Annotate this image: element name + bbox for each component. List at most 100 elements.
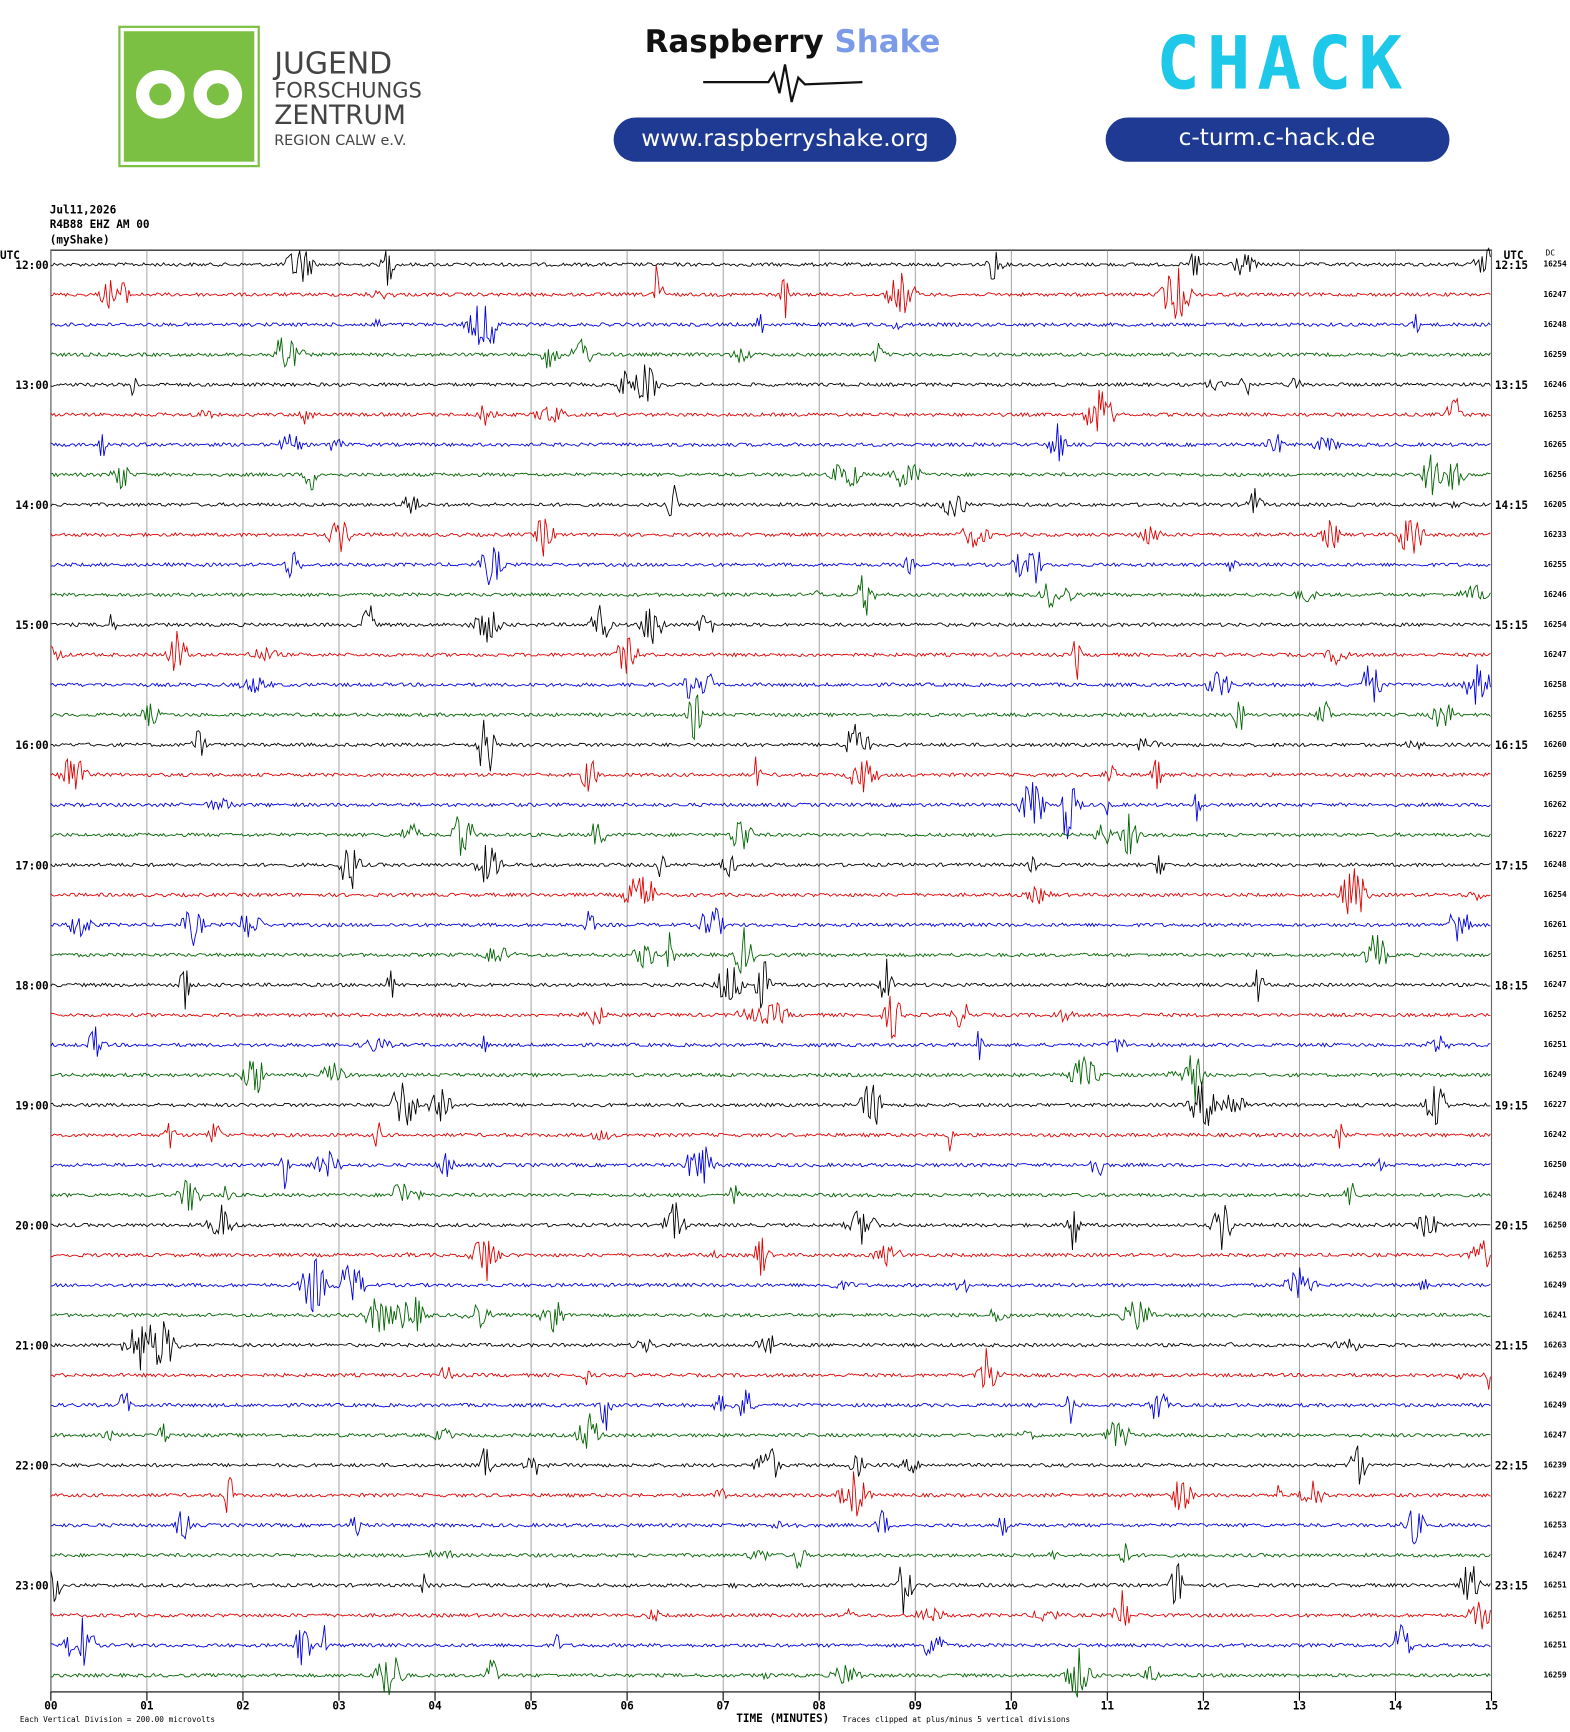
x-tick-label: 02 <box>236 1700 249 1713</box>
trace <box>50 1296 1491 1333</box>
trace <box>50 1562 1491 1615</box>
row-label-left: 15:00 <box>15 619 48 632</box>
trace <box>50 844 1491 889</box>
org-line: FORSCHUNGS <box>274 79 422 103</box>
dc-value: 16253 <box>1543 1250 1567 1259</box>
clip-note: Traces clipped at plus/minus 5 vertical … <box>842 1715 1070 1724</box>
trace <box>50 1445 1491 1485</box>
trace <box>50 1617 1491 1666</box>
row-label-right: 19:15 <box>1495 1099 1528 1112</box>
brand-wave <box>703 64 863 103</box>
dc-value: 16253 <box>1543 410 1567 419</box>
trace <box>50 1321 1491 1371</box>
x-tick-label: 13 <box>1293 1700 1306 1713</box>
trace <box>50 1389 1491 1431</box>
dc-value: 16258 <box>1543 680 1567 689</box>
dc-value: 16248 <box>1543 320 1567 329</box>
dc-value: 16251 <box>1543 1580 1567 1589</box>
trace <box>50 518 1491 557</box>
dc-value: 16251 <box>1543 1611 1567 1620</box>
utc-label: UTC <box>1504 249 1524 262</box>
dc-value: 16254 <box>1543 620 1567 629</box>
trace <box>50 389 1491 432</box>
trace <box>50 756 1491 793</box>
dc-label: DC <box>1546 249 1556 258</box>
trace <box>50 1237 1491 1281</box>
trace <box>50 423 1491 462</box>
x-axis-label: TIME (MINUTES) <box>736 1712 829 1725</box>
row-label-right: 23:15 <box>1495 1580 1528 1593</box>
dc-value: 16246 <box>1543 380 1567 389</box>
trace <box>50 813 1491 856</box>
org-line: JUGEND <box>272 46 392 81</box>
trace <box>50 995 1491 1039</box>
x-tick-label: 12 <box>1197 1700 1210 1713</box>
club-logo: CHACK <box>1156 22 1409 107</box>
brand-a: Raspberry <box>645 24 824 60</box>
trace <box>50 1543 1491 1569</box>
dc-value: 16253 <box>1543 1520 1567 1529</box>
x-tick-label: 14 <box>1389 1700 1403 1713</box>
plot-frame <box>50 249 1493 1693</box>
x-tick-label: 11 <box>1101 1700 1115 1713</box>
dc-value: 16251 <box>1543 1641 1567 1650</box>
header: JUGEND FORSCHUNGS ZENTRUM REGION CALW e.… <box>118 22 1450 168</box>
dc-value: 16259 <box>1543 770 1567 779</box>
dc-value: 16256 <box>1543 470 1567 479</box>
owl-pupil <box>206 83 229 106</box>
x-tick-label: 08 <box>813 1700 826 1713</box>
dc-value: 16247 <box>1543 1430 1567 1439</box>
row-label-right: 14:15 <box>1495 499 1528 512</box>
row-label-left: 17:00 <box>15 859 48 872</box>
dc-value: 16255 <box>1543 560 1567 569</box>
row-label-left: 21:00 <box>15 1340 48 1353</box>
dc-value: 16251 <box>1543 950 1567 959</box>
org-line: ZENTRUM <box>274 100 406 131</box>
dc-value: 16254 <box>1543 890 1567 899</box>
url[interactable]: c-turm.c-hack.de <box>1179 124 1376 151</box>
dc-value: 16227 <box>1543 830 1567 839</box>
trace <box>50 1413 1491 1449</box>
row-label-right: 22:15 <box>1495 1460 1528 1473</box>
dc-value: 16255 <box>1543 710 1567 719</box>
dc-value: 16248 <box>1543 1190 1567 1199</box>
dc-value: 16259 <box>1543 1671 1567 1680</box>
trace <box>50 605 1491 644</box>
url-pill[interactable] <box>1105 117 1450 162</box>
dc-value: 16251 <box>1543 1040 1567 1049</box>
x-tick-label: 00 <box>44 1700 57 1713</box>
dc-value: 16205 <box>1543 500 1567 509</box>
dc-value: 16249 <box>1543 1370 1567 1379</box>
row-label-left: 16:00 <box>15 739 48 752</box>
x-tick-label: 04 <box>428 1700 442 1713</box>
trace <box>50 337 1491 369</box>
x-tick-label: 06 <box>620 1700 634 1713</box>
dc-value: 16249 <box>1543 1070 1567 1079</box>
dc-value: 16263 <box>1543 1340 1567 1349</box>
row-label-right: 18:15 <box>1495 979 1528 992</box>
logo-frame <box>118 25 260 168</box>
trace <box>50 454 1491 496</box>
station: R4B88 EHZ AM 00 <box>50 218 150 231</box>
row-label-right: 13:15 <box>1495 379 1528 392</box>
url[interactable]: www.raspberryshake.org <box>641 125 928 152</box>
trace <box>50 364 1491 402</box>
utc-label: UTC <box>0 249 20 262</box>
trace <box>50 264 1491 319</box>
trace <box>50 1202 1491 1251</box>
x-tick-label: 05 <box>524 1700 537 1713</box>
org-line: REGION CALW e.V. <box>274 133 406 149</box>
trace <box>50 485 1491 517</box>
dc-value: 16247 <box>1543 290 1567 299</box>
url-pill[interactable] <box>613 117 957 162</box>
trace <box>50 1509 1491 1545</box>
dc-value: 16259 <box>1543 350 1567 359</box>
trace <box>50 1471 1491 1517</box>
row-label-left: 18:00 <box>15 979 48 992</box>
row-label-right: 12:15 <box>1495 259 1528 272</box>
trace <box>50 1348 1491 1390</box>
row-label-right: 17:15 <box>1495 859 1528 872</box>
trace <box>50 719 1491 772</box>
dc-value: 16248 <box>1543 860 1567 869</box>
